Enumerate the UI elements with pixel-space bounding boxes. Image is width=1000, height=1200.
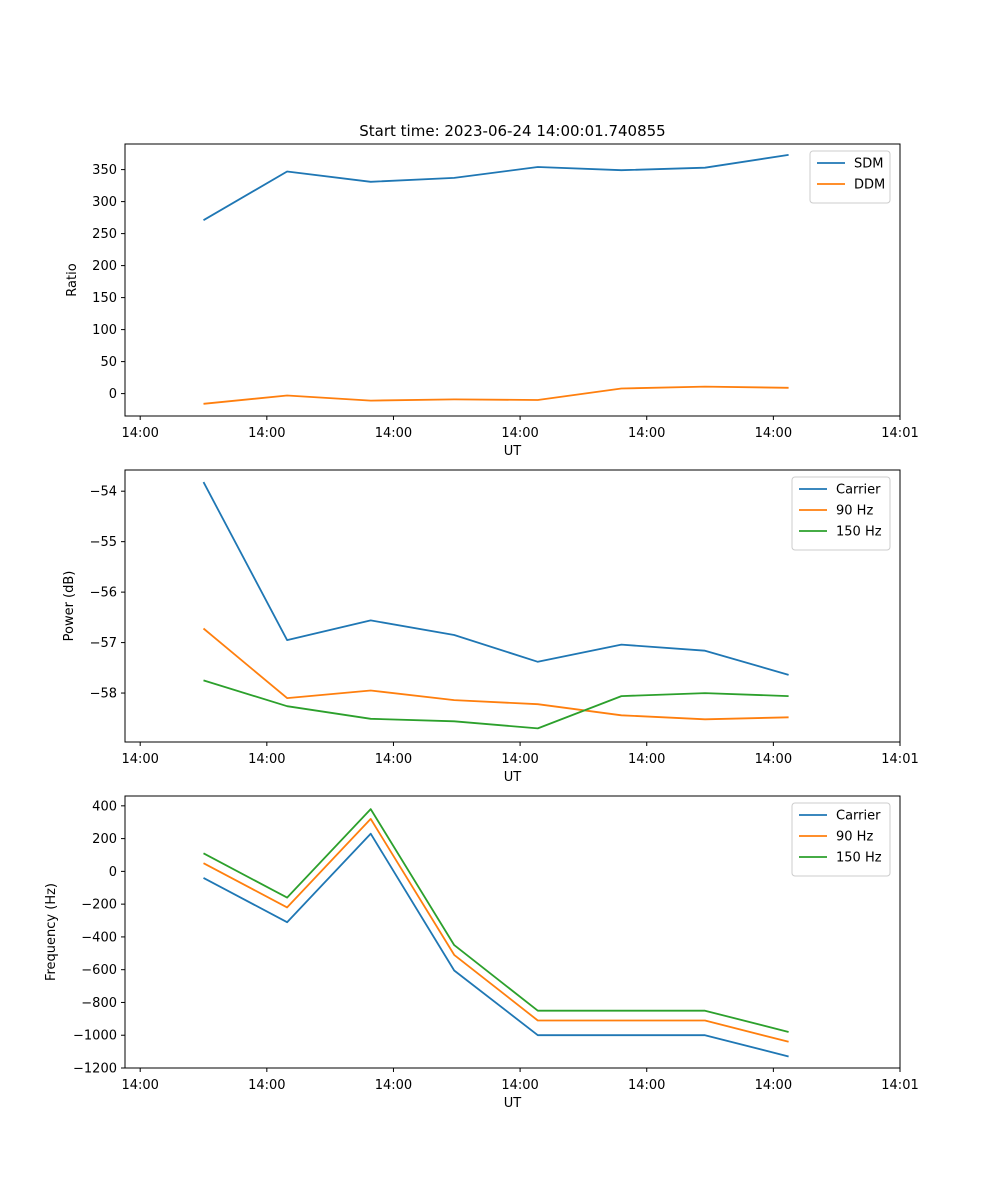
x-tick-label: 14:00 (628, 752, 665, 767)
x-tick-label: 14:01 (881, 426, 918, 441)
y-tick-label: 0 (109, 387, 117, 402)
x-tick-label: 14:00 (501, 1078, 538, 1093)
y-tick-label: −600 (81, 963, 117, 978)
x-tick-label: 14:00 (121, 1078, 158, 1093)
x-tick-label: 14:01 (881, 1078, 918, 1093)
axes-frame (124, 143, 901, 417)
plot-area (125, 144, 900, 416)
axes-frame (124, 469, 901, 743)
series-line-carrier (203, 832, 789, 1058)
x-tick-label: 14:00 (628, 426, 665, 441)
legend-label: Carrier (836, 483, 881, 498)
chart-panel-2: 14:00 14:00 14:00 14:00 14:00 14:00 14:01 −58 −5… (62, 469, 919, 785)
y-tick-label: 50 (100, 355, 117, 370)
series-line-150-hz (203, 679, 789, 730)
x-tick-label: 14:00 (375, 752, 412, 767)
y-tick-label: −400 (81, 930, 117, 945)
series-line-90-hz (202, 627, 789, 721)
x-tick-label: 14:00 (248, 426, 285, 441)
y-tick-label: 100 (92, 323, 117, 338)
x-tick-label: 14:00 (501, 426, 538, 441)
y-tick-label: 300 (92, 195, 117, 210)
y-tick-label: −55 (90, 535, 117, 550)
y-tick-label: −200 (81, 898, 117, 913)
y-axis-label: Frequency (Hz) (44, 883, 59, 981)
x-tick-label: 14:01 (881, 752, 918, 767)
legend-label: SDM (854, 157, 883, 172)
x-tick-label: 14:00 (121, 426, 158, 441)
plot-area (125, 470, 900, 742)
series-line-sdm (203, 154, 789, 221)
legend-label: DDM (854, 178, 885, 193)
series-line-150-hz (203, 808, 789, 1033)
y-tick-label: 200 (92, 259, 117, 274)
y-tick-label: 350 (92, 163, 117, 178)
legend-box (809, 150, 891, 204)
legend-label: Carrier (836, 809, 881, 824)
x-axis-label: UT (504, 770, 522, 785)
y-tick-label: −1000 (73, 1029, 117, 1044)
series-line-carrier (202, 481, 789, 676)
plot-area (125, 796, 900, 1068)
chart-panel-1: 14:00 14:00 14:00 14:00 14:00 14:00 14:01 0 50 10… (65, 143, 919, 459)
y-tick-label: −57 (90, 636, 117, 651)
x-axis-label: UT (504, 444, 522, 459)
y-tick-label: −54 (90, 485, 117, 500)
chart-panel-3: 14:00 14:00 14:00 14:00 14:00 14:00 14:01 −1200… (44, 795, 919, 1111)
legend-label: 150 Hz (836, 851, 882, 866)
y-tick-label: 0 (109, 865, 117, 880)
x-tick-label: 14:00 (248, 752, 285, 767)
x-tick-label: 14:00 (121, 752, 158, 767)
x-axis-label: UT (504, 1096, 522, 1111)
legend-label: 150 Hz (836, 525, 882, 540)
x-tick-label: 14:00 (755, 752, 792, 767)
figure-title: Start time: 2023-06-24 14:00:01.740855 (359, 122, 665, 140)
x-tick-label: 14:00 (375, 426, 412, 441)
legend: Carrier 90 Hz 150 Hz (791, 476, 891, 551)
axes-frame (124, 795, 901, 1069)
series-line-90-hz (203, 818, 789, 1043)
y-tick-label: −56 (90, 586, 117, 601)
series-line-ddm (203, 385, 789, 405)
y-tick-label: −58 (90, 687, 117, 702)
legend-label: 90 Hz (836, 830, 873, 845)
x-tick-label: 14:00 (628, 1078, 665, 1093)
y-tick-label: 150 (92, 291, 117, 306)
x-tick-label: 14:00 (755, 1078, 792, 1093)
x-tick-label: 14:00 (501, 752, 538, 767)
y-tick-label: 250 (92, 227, 117, 242)
x-tick-label: 14:00 (375, 1078, 412, 1093)
y-tick-label: −800 (81, 996, 117, 1011)
x-tick-label: 14:00 (755, 426, 792, 441)
y-axis-label: Power (dB) (62, 571, 77, 642)
legend: Carrier 90 Hz 150 Hz (791, 802, 891, 877)
y-tick-label: 200 (92, 832, 117, 847)
y-tick-label: −1200 (73, 1062, 117, 1077)
y-axis-label: Ratio (65, 263, 80, 296)
x-tick-label: 14:00 (248, 1078, 285, 1093)
y-tick-label: 400 (92, 799, 117, 814)
legend-label: 90 Hz (836, 504, 873, 519)
legend: SDM DDM (809, 150, 891, 204)
